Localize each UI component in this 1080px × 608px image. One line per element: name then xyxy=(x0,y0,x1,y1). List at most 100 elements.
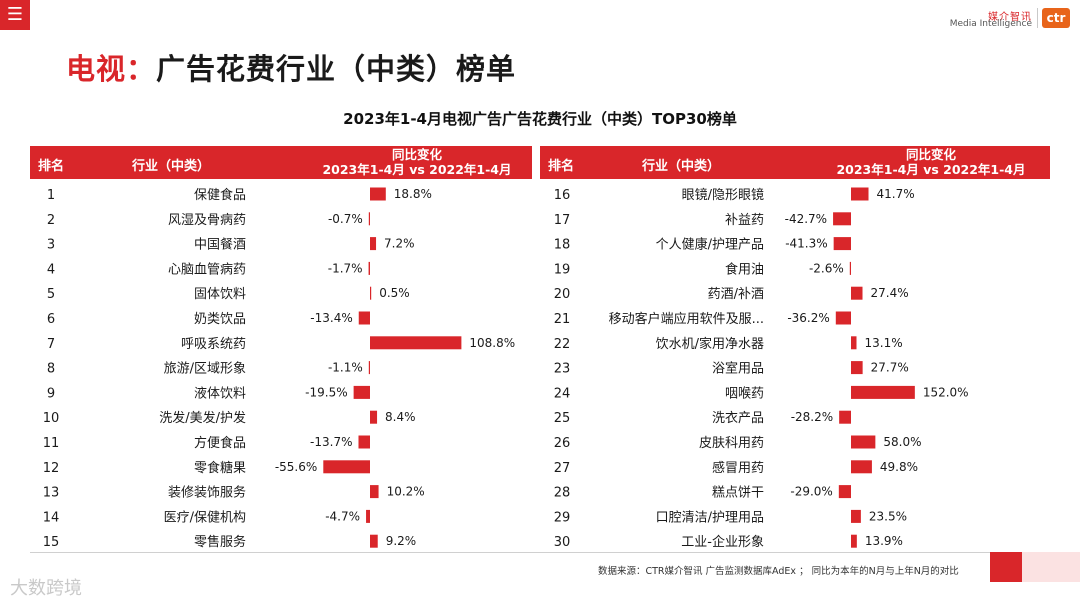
bar xyxy=(358,435,370,449)
rank-label: 16 xyxy=(554,188,571,203)
header-change-line1: 同比变化 xyxy=(905,147,956,162)
rank-label: 13 xyxy=(43,486,60,501)
industry-label: 中国餐酒 xyxy=(194,237,246,253)
industry-label: 食用油 xyxy=(725,261,764,277)
bar xyxy=(370,410,378,424)
header-industry: 行业（中类） xyxy=(132,159,211,174)
rank-label: 9 xyxy=(47,386,55,401)
header-industry: 行业（中类） xyxy=(642,159,721,174)
bar xyxy=(851,385,915,399)
data-label: 41.7% xyxy=(877,187,915,201)
industry-label: 零食糖果 xyxy=(194,460,246,476)
footer-pink-block xyxy=(1022,552,1080,582)
rank-label: 5 xyxy=(47,287,55,302)
bar xyxy=(833,237,851,251)
industry-label: 呼吸系统药 xyxy=(181,337,246,352)
data-label: -41.3% xyxy=(785,237,827,251)
industry-label: 口腔清洁/护理用品 xyxy=(656,510,764,525)
top-bar xyxy=(0,0,1080,30)
rank-label: 12 xyxy=(43,461,60,476)
rank-label: 15 xyxy=(43,535,60,550)
data-label: 18.8% xyxy=(394,187,432,201)
industry-label: 奶类饮品 xyxy=(194,312,246,327)
table-header-right: 排名 行业（中类） 同比变化 2023年1-4月 vs 2022年1-4月 xyxy=(540,146,1050,179)
header-change-line2: 2023年1-4月 vs 2022年1-4月 xyxy=(322,162,512,177)
industry-label: 浴室用品 xyxy=(712,361,764,377)
rank-label: 18 xyxy=(554,238,571,253)
data-label: -28.2% xyxy=(791,410,833,424)
data-label: -19.5% xyxy=(305,385,347,399)
bar xyxy=(353,385,370,399)
bar xyxy=(835,311,851,325)
rank-label: 19 xyxy=(554,262,571,277)
header-change: 同比变化 2023年1-4月 vs 2022年1-4月 xyxy=(304,147,530,177)
data-source-note: 数据来源：CTR媒介智讯 广告监测数据库AdEx ； 同比为本年的N月与上年N月… xyxy=(598,566,959,577)
industry-label: 固体饮料 xyxy=(194,287,246,302)
industry-label: 医疗/保健机构 xyxy=(164,510,246,525)
menu-icon[interactable]: ☰ xyxy=(0,0,30,30)
data-label: 0.5% xyxy=(379,286,410,300)
bar xyxy=(370,187,386,201)
industry-label: 个人健康/护理产品 xyxy=(656,237,764,253)
bar xyxy=(851,361,863,375)
data-label: -4.7% xyxy=(325,509,360,523)
industry-label: 装修装饰服务 xyxy=(168,485,246,501)
rank-label: 22 xyxy=(554,337,571,352)
bar xyxy=(851,509,861,523)
rank-label: 6 xyxy=(47,312,55,327)
industry-label: 饮水机/家用净水器 xyxy=(656,336,764,352)
brand-name-cn: 媒介智讯 xyxy=(988,12,1032,23)
rank-label: 17 xyxy=(554,213,571,228)
bar xyxy=(370,286,372,300)
ctr-logo: ctr xyxy=(1042,8,1070,28)
rank-label: 4 xyxy=(47,262,55,277)
bar xyxy=(370,336,462,350)
rank-label: 28 xyxy=(554,486,571,501)
header-change: 同比变化 2023年1-4月 vs 2022年1-4月 xyxy=(814,147,1048,177)
rank-label: 21 xyxy=(554,312,571,327)
bar xyxy=(368,212,370,226)
data-label: 108.8% xyxy=(469,336,515,350)
data-label: 9.2% xyxy=(386,534,417,548)
header-change-line2: 2023年1-4月 vs 2022年1-4月 xyxy=(836,162,1026,177)
industry-label: 移动客户端应用软件及服... xyxy=(609,311,764,327)
data-label: 152.0% xyxy=(923,385,969,399)
bar xyxy=(849,261,851,275)
chart-title: 2023年1-4月电视广告广告花费行业（中类）TOP30榜单 xyxy=(343,110,737,128)
industry-label: 糕点饼干 xyxy=(712,486,764,501)
footer-divider xyxy=(30,552,1050,553)
data-label: -0.7% xyxy=(328,212,363,226)
industry-label: 补益药 xyxy=(725,213,764,228)
rank-label: 14 xyxy=(43,510,60,525)
industry-label: 风湿及骨病药 xyxy=(168,213,246,228)
rank-label: 8 xyxy=(47,362,55,377)
data-label: -2.6% xyxy=(809,261,844,275)
data-label: -42.7% xyxy=(785,212,827,226)
brand-divider xyxy=(1037,8,1038,28)
bar xyxy=(838,485,851,499)
bar xyxy=(833,212,851,226)
header-rank: 排名 xyxy=(548,159,575,174)
industry-label: 液体饮料 xyxy=(194,386,246,401)
rank-label: 3 xyxy=(47,238,55,253)
data-label: -55.6% xyxy=(275,460,317,474)
rank-label: 7 xyxy=(47,337,55,352)
watermark-text: 大数跨境 xyxy=(10,578,82,599)
industry-label: 保健食品 xyxy=(194,187,246,203)
brand-name-en: Media Intelligence xyxy=(949,19,1032,29)
rank-label: 10 xyxy=(43,411,60,426)
bar xyxy=(370,534,378,548)
bar xyxy=(851,336,857,350)
bar xyxy=(851,460,872,474)
data-label: 10.2% xyxy=(387,485,425,499)
bar xyxy=(851,187,869,201)
rank-label: 26 xyxy=(554,436,571,451)
bar xyxy=(366,509,370,523)
industry-label: 咽喉药 xyxy=(725,386,764,401)
page-title-highlight: 电视： xyxy=(66,52,157,86)
data-label: 7.2% xyxy=(384,237,415,251)
industry-label: 感冒用药 xyxy=(712,460,764,476)
data-label: 27.7% xyxy=(871,361,909,375)
bar xyxy=(368,261,370,275)
